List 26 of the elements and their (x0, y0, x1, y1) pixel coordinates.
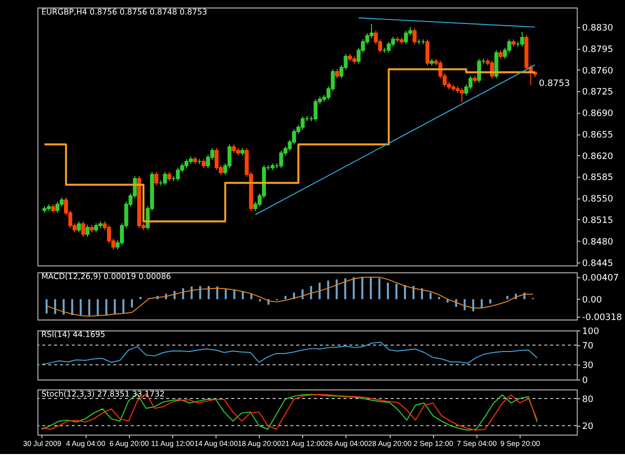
y-tick-label: 0.00 (582, 296, 602, 306)
y-tick-label: 100 (582, 326, 600, 337)
y-tick-label: 0.8585 (582, 173, 614, 184)
y-tick-label: 80 (582, 394, 594, 405)
y-tick-label: 0.8480 (582, 237, 614, 248)
y-tick-label: 0.8760 (582, 66, 614, 76)
text: 0.8753 (538, 78, 570, 89)
y-tick-label: 0 (582, 376, 588, 386)
y-tick-label: 0.8690 (582, 109, 614, 120)
y-tick-label: 0.8550 (582, 194, 614, 205)
y-tick-label: 20 (582, 422, 594, 432)
y-tick-label: 0.8515 (582, 216, 614, 226)
y-tick-label: 0.8830 (582, 24, 614, 34)
y-tick-label: 0.8445 (582, 258, 614, 269)
y-tick-label: 0.8620 (582, 152, 614, 162)
y-tick-label: 0.8725 (582, 88, 614, 98)
chart-title: EURGBP,H4 0.8756 0.8756 0.8748 0.8753 (41, 7, 208, 16)
y-tick-label: 0.8655 (582, 130, 614, 140)
chart-title: MACD(12,26,9) 0.00019 0.00086 (41, 272, 172, 282)
y-tick-label: 0.00407 (582, 273, 619, 284)
y-tick-label: 70 (582, 342, 594, 352)
y-tick-label: -0.00318 (582, 313, 622, 324)
chart-title: RSI(14) 44.1695 (41, 330, 106, 340)
y-tick-label: 30 (582, 361, 594, 372)
y-tick-label: 0.8795 (582, 44, 614, 55)
chart-title: Stoch(12,3,3) 27.8351 33.1732 (41, 389, 165, 398)
